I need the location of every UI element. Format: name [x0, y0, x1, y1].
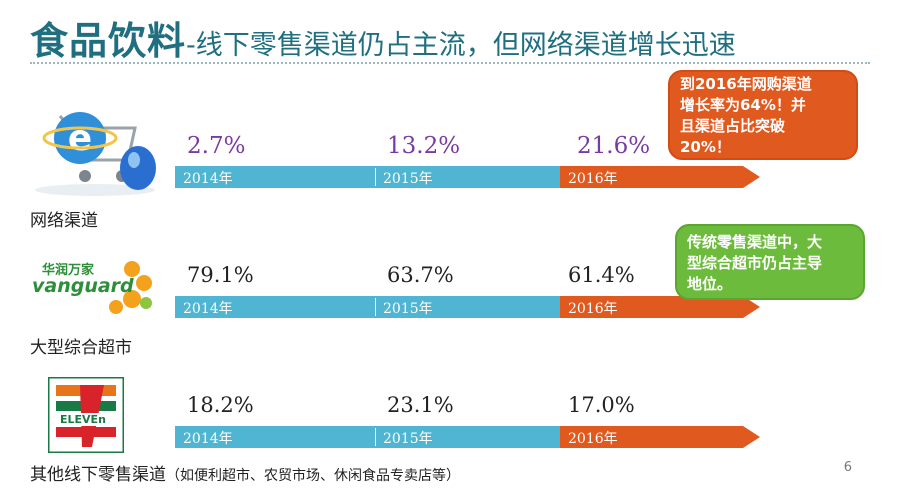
arrow-right-icon [743, 296, 760, 318]
year-label-2016: 2016年 [568, 301, 618, 317]
channel-label-hypermarket: 大型综合超市 [30, 338, 132, 358]
timeline-divider [375, 168, 376, 186]
share-2014: 18.2% [187, 393, 254, 417]
timeline-divider [375, 428, 376, 446]
year-label-2016: 2016年 [568, 171, 618, 187]
title-sub: -线下零售渠道仍占主流，但网络渠道增长迅速 [186, 30, 736, 61]
timeline-blue-segment [175, 296, 560, 318]
callout-line: 地位。 [687, 275, 733, 293]
share-2015: 13.2% [387, 133, 461, 159]
callout-hypermarket-dominance: 传统零售渠道中，大 型综合超市仍占主导 地位。 [675, 224, 865, 300]
year-label-2015: 2015年 [383, 171, 433, 187]
svg-text:e: e [68, 118, 92, 159]
timeline-orange-segment [560, 296, 743, 318]
title-main: 食品饮料 [30, 19, 187, 63]
share-2016: 61.4% [568, 263, 635, 287]
channel-label-online: 网络渠道 [30, 211, 98, 231]
title-divider [30, 62, 870, 64]
internet-shopping-icon: e [30, 98, 160, 198]
share-2014: 79.1% [187, 263, 254, 287]
vanguard-logo: 华润万家 vanguard [32, 255, 160, 317]
channel-row-hypermarket: 79.1% 63.7% 61.4% 2014年 2015年 2016年 [175, 263, 760, 333]
timeline-orange-segment [560, 426, 743, 448]
channel-label-other-note: （如便利超市、农贸市场、休闲食品专卖店等） [166, 468, 460, 484]
callout-online-growth: 到2016年网购渠道 增长率为64%！并 且渠道占比突破 20%！ [668, 70, 858, 160]
channel-label-other: 其他线下零售渠道（如便利超市、农贸市场、休闲食品专卖店等） [30, 460, 460, 485]
timeline-blue-segment [175, 166, 560, 188]
callout-line: 且渠道占比突破 [680, 117, 786, 135]
year-label-2014: 2014年 [183, 301, 233, 317]
vanguard-logo-cn: 华润万家 [42, 263, 95, 278]
page-number: 6 [843, 460, 852, 475]
timeline-orange-segment [560, 166, 743, 188]
callout-line: 20%！ [680, 138, 731, 156]
year-timeline-bar: 2014年 2015年 2016年 [175, 296, 760, 318]
year-label-2016: 2016年 [568, 431, 618, 447]
channel-row-other: 18.2% 23.1% 17.0% 2014年 2015年 2016年 [175, 393, 760, 463]
share-2015: 63.7% [387, 263, 454, 287]
arrow-right-icon [743, 166, 760, 188]
year-label-2014: 2014年 [183, 171, 233, 187]
year-label-2015: 2015年 [383, 301, 433, 317]
channel-label-other-text: 其他线下零售渠道 [30, 465, 166, 485]
channel-row-online: 2.7% 13.2% 21.6% 2014年 2015年 2016年 [175, 133, 760, 203]
seven-eleven-logo: ELEVEn [46, 375, 126, 455]
share-2014: 2.7% [187, 133, 246, 159]
callout-line: 到2016年网购渠道 [680, 75, 812, 93]
arrow-right-icon [743, 426, 760, 448]
timeline-divider [375, 298, 376, 316]
callout-line: 传统零售渠道中，大 [687, 233, 823, 251]
callout-line: 型综合超市仍占主导 [687, 254, 823, 272]
page-title: 食品饮料-线下零售渠道仍占主流，但网络渠道增长迅速 [30, 10, 736, 65]
vanguard-logo-en: vanguard [32, 275, 134, 297]
callout-line: 增长率为64%！并 [680, 96, 806, 114]
year-timeline-bar: 2014年 2015年 2016年 [175, 166, 760, 188]
year-timeline-bar: 2014年 2015年 2016年 [175, 426, 760, 448]
seven-eleven-logo-text: ELEVEn [58, 413, 108, 426]
year-label-2015: 2015年 [383, 431, 433, 447]
share-2016: 21.6% [577, 133, 651, 159]
timeline-blue-segment [175, 426, 560, 448]
share-2015: 23.1% [387, 393, 454, 417]
share-2016: 17.0% [568, 393, 635, 417]
year-label-2014: 2014年 [183, 431, 233, 447]
